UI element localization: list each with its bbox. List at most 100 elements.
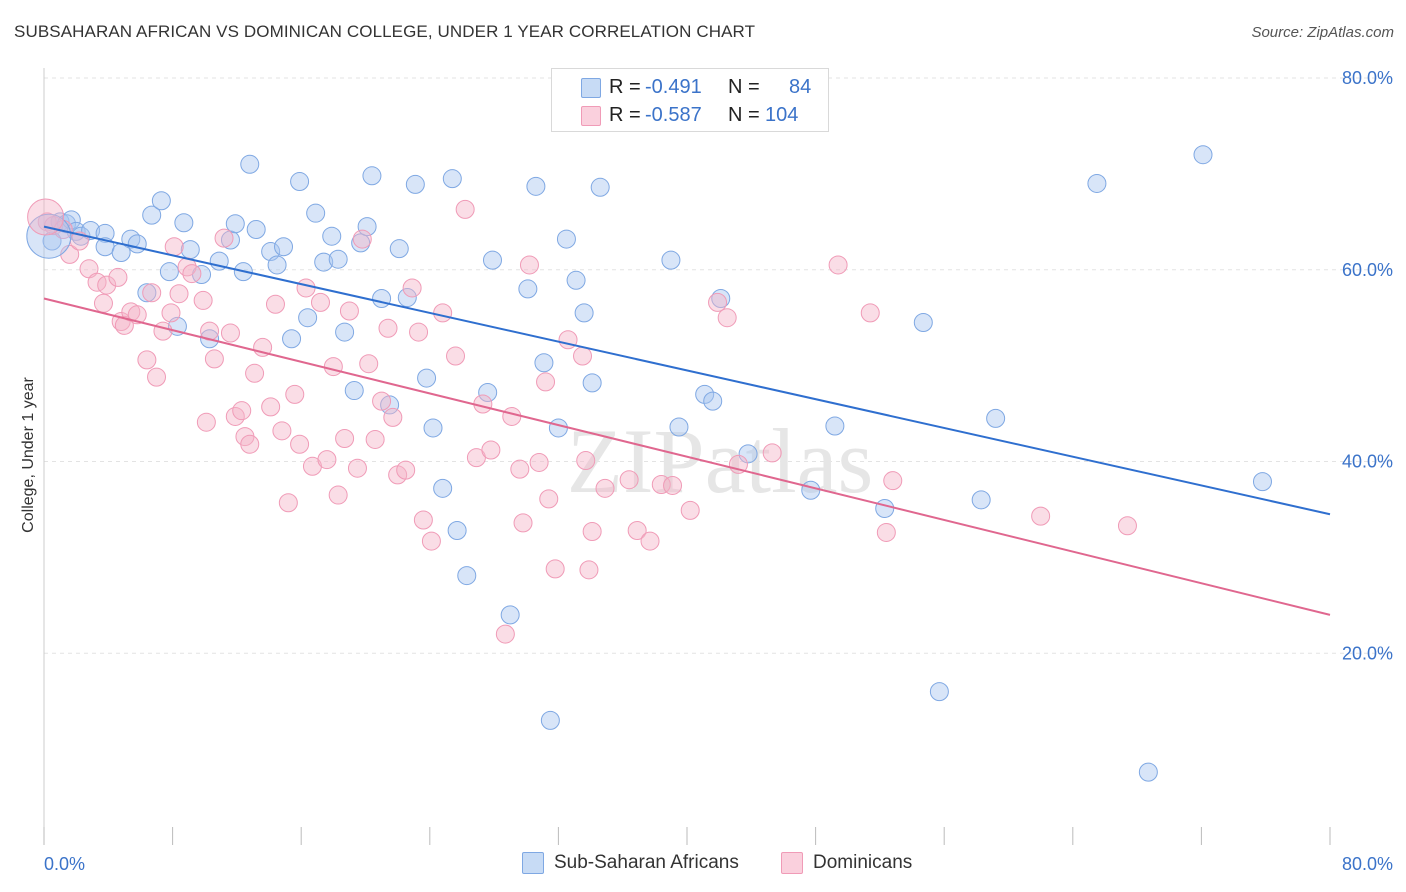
point-dominican <box>142 283 162 303</box>
legend-item-dominicans[interactable]: Dominicans <box>781 852 912 874</box>
n-value-label: N = <box>728 103 760 126</box>
point-sub-saharan <box>1252 472 1272 492</box>
point-dominican <box>317 450 337 470</box>
point-dominican <box>161 303 181 323</box>
point-dominican <box>372 391 392 411</box>
point-sub-saharan <box>95 223 115 243</box>
legend-swatch <box>522 852 544 874</box>
point-dominican <box>27 198 65 236</box>
point-sub-saharan <box>372 289 392 309</box>
point-sub-saharan <box>801 480 821 500</box>
trend-lines <box>43 225 1331 616</box>
point-sub-saharan <box>669 417 689 437</box>
swatch-dominicans <box>581 106 601 126</box>
point-sub-saharan <box>159 262 179 282</box>
trend-line-sub-saharan <box>43 225 1331 516</box>
y-tick-label: 20.0% <box>1342 643 1393 663</box>
point-sub-saharan <box>151 191 171 211</box>
point-sub-saharan <box>711 289 731 309</box>
data-points <box>26 145 1272 782</box>
point-sub-saharan <box>447 521 467 541</box>
point-dominican <box>137 350 157 370</box>
point-sub-saharan <box>423 418 443 438</box>
point-dominican <box>595 478 615 498</box>
point-sub-saharan <box>548 418 568 438</box>
point-dominican <box>232 401 252 421</box>
chart-title: SUBSAHARAN AFRICAN VS DOMINICAN COLLEGE,… <box>14 22 756 41</box>
x-tick-label: 80.0% <box>1342 854 1393 874</box>
point-dominican <box>339 301 359 321</box>
legend-label: Dominicans <box>813 852 913 873</box>
point-sub-saharan <box>875 498 895 518</box>
point-dominican <box>828 255 848 275</box>
x-tick-label: 0.0% <box>44 854 85 874</box>
point-sub-saharan <box>1138 762 1158 782</box>
point-sub-saharan <box>574 303 594 323</box>
gridlines <box>44 77 1392 654</box>
point-dominican <box>147 367 167 387</box>
y-tick-label: 80.0% <box>1342 68 1393 88</box>
legend-item-sub-saharan[interactable]: Sub-Saharan Africans <box>522 852 739 874</box>
point-sub-saharan <box>703 391 723 411</box>
point-dominican <box>328 485 348 505</box>
point-sub-saharan <box>457 566 477 586</box>
point-dominican <box>502 406 522 426</box>
point-dominican <box>513 513 533 533</box>
y-tick-label: 60.0% <box>1342 260 1393 280</box>
point-sub-saharan <box>738 444 758 464</box>
point-dominican <box>545 559 565 579</box>
point-sub-saharan <box>433 478 453 498</box>
point-sub-saharan <box>357 217 377 237</box>
point-dominican <box>290 434 310 454</box>
point-sub-saharan <box>661 250 681 270</box>
point-dominican <box>1117 516 1137 536</box>
point-dominican <box>883 471 903 491</box>
point-sub-saharan <box>566 270 586 290</box>
point-dominican <box>663 475 683 495</box>
point-sub-saharan <box>1193 145 1213 165</box>
correlation-stats: R = -0.491 N = 84 R = -0.587 N = 104 <box>551 68 829 132</box>
point-sub-saharan <box>478 382 498 402</box>
point-dominican <box>204 349 224 369</box>
point-dominican <box>193 290 213 310</box>
point-dominican <box>240 434 260 454</box>
point-sub-saharan <box>582 373 602 393</box>
point-dominican <box>680 500 700 520</box>
point-dominican <box>323 357 343 377</box>
point-sub-saharan <box>362 166 382 186</box>
point-dominican <box>640 531 660 551</box>
point-sub-saharan <box>61 210 81 230</box>
point-dominican <box>708 292 728 312</box>
axes <box>43 68 1331 845</box>
point-sub-saharan <box>298 308 318 328</box>
point-sub-saharan <box>246 219 266 239</box>
point-dominican <box>169 284 189 304</box>
point-sub-saharan <box>482 250 502 270</box>
point-dominican <box>153 321 173 341</box>
point-sub-saharan <box>971 490 991 510</box>
point-sub-saharan <box>180 240 200 260</box>
n-value-label: N = <box>728 75 760 98</box>
r-value: -0.587 <box>645 103 702 126</box>
point-sub-saharan <box>274 237 294 257</box>
point-sub-saharan <box>540 710 560 730</box>
r-value-label: R = <box>609 103 641 126</box>
point-dominican <box>455 199 475 219</box>
point-dominican <box>396 460 416 480</box>
point-sub-saharan <box>282 329 302 349</box>
source-label: Source: ZipAtlas.com <box>1251 24 1394 41</box>
point-dominican <box>214 228 234 248</box>
r-value-label: R = <box>609 75 641 98</box>
point-sub-saharan <box>442 169 462 189</box>
point-dominican <box>261 397 281 417</box>
r-value: -0.491 <box>645 75 702 98</box>
y-tick-label: 40.0% <box>1342 452 1393 472</box>
point-sub-saharan <box>695 384 715 404</box>
point-sub-saharan <box>825 416 845 436</box>
point-sub-saharan <box>322 226 342 246</box>
point-dominican <box>196 412 216 432</box>
point-dominican <box>220 323 240 343</box>
point-sub-saharan <box>526 176 546 196</box>
legend-label: Sub-Saharan Africans <box>554 852 739 873</box>
